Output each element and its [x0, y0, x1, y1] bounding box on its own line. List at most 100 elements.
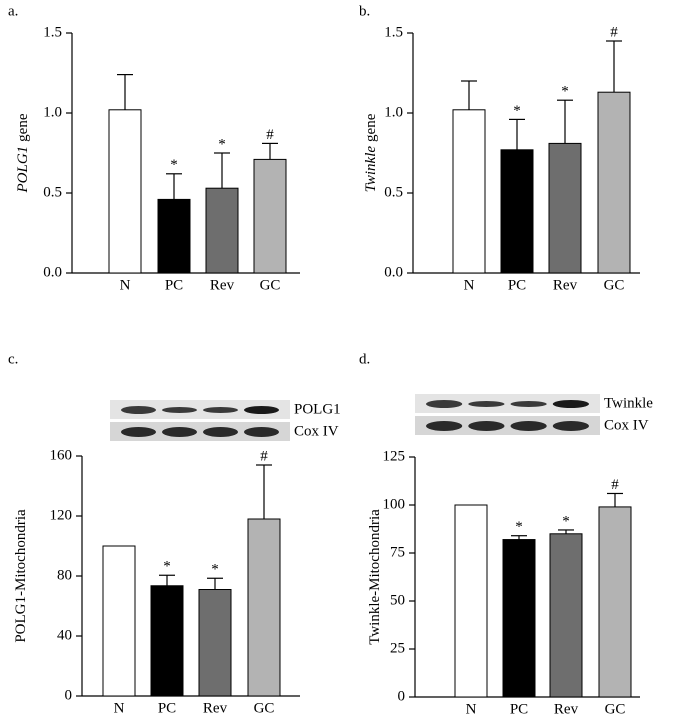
significance-marker: * — [211, 562, 219, 578]
y-tick-label: 125 — [383, 448, 406, 464]
blot-strip — [415, 394, 600, 413]
bar — [597, 91, 631, 274]
y-axis-label-part: Twinkle-Mitochondria — [367, 509, 383, 645]
x-tick-label: Rev — [203, 700, 228, 716]
y-tick-label: 120 — [50, 507, 73, 523]
x-tick-label: Rev — [554, 701, 579, 717]
blot-band — [121, 406, 156, 414]
y-tick-label: 0.0 — [43, 264, 62, 280]
x-tick-label: N — [464, 277, 475, 293]
blot-band — [552, 400, 589, 408]
significance-marker: * — [513, 103, 521, 119]
y-tick-label: 0.0 — [384, 264, 403, 280]
y-tick-label: 0 — [65, 687, 73, 703]
y-axis-label-part: POLG1 — [15, 146, 31, 194]
blot-band — [162, 427, 197, 437]
x-tick-label: N — [120, 277, 131, 293]
bar — [157, 198, 191, 274]
blot-label: POLG1 — [294, 401, 341, 417]
significance-marker: # — [610, 24, 618, 40]
bar — [548, 142, 582, 274]
blot-band — [244, 427, 279, 437]
y-tick-label: 0 — [398, 688, 406, 704]
panel-label: b. — [359, 3, 370, 19]
y-tick-label: 1.5 — [43, 24, 62, 40]
y-tick-label: 50 — [390, 592, 405, 608]
bar — [454, 504, 488, 698]
x-tick-label: PC — [158, 700, 176, 716]
blot-label: Cox IV — [294, 423, 339, 439]
y-tick-label: 1.0 — [43, 104, 62, 120]
bar — [452, 109, 486, 274]
panel-label: a. — [8, 3, 18, 19]
blot-band — [468, 401, 505, 407]
bar — [150, 585, 184, 697]
x-tick-label: GC — [254, 700, 275, 716]
blot-strip — [110, 400, 290, 419]
y-tick-label: 1.5 — [384, 24, 403, 40]
x-tick-label: GC — [260, 277, 281, 293]
blot-band — [426, 421, 463, 431]
blot-band — [552, 421, 589, 431]
y-tick-label: 0.5 — [384, 184, 403, 200]
y-tick-label: 0.5 — [43, 184, 62, 200]
y-axis-label: POLG1-Mitochondria — [13, 509, 29, 643]
y-tick-label: 25 — [390, 640, 405, 656]
y-axis-label-part: Twinkle — [363, 146, 379, 193]
blot-strip — [110, 422, 290, 441]
y-tick-label: 80 — [57, 567, 72, 583]
significance-marker: * — [561, 84, 569, 100]
x-tick-label: N — [466, 701, 477, 717]
blot-band — [121, 427, 156, 437]
blot-band — [203, 407, 238, 413]
significance-marker: * — [218, 136, 226, 152]
x-tick-label: Rev — [210, 277, 235, 293]
bar — [198, 589, 232, 697]
bar — [108, 109, 142, 274]
significance-marker: * — [170, 157, 178, 173]
bar — [500, 149, 534, 274]
y-tick-label: 100 — [383, 496, 406, 512]
y-axis-label-part: gene — [15, 113, 31, 142]
significance-marker: * — [515, 519, 523, 535]
blot-band — [244, 406, 279, 414]
bar — [205, 187, 239, 274]
x-tick-label: Rev — [553, 277, 578, 293]
blot-band — [510, 401, 547, 407]
significance-marker: # — [266, 127, 274, 143]
y-tick-label: 1.0 — [384, 104, 403, 120]
bar — [598, 506, 632, 698]
bar — [247, 518, 281, 697]
y-axis-label-part: gene — [363, 113, 379, 142]
x-tick-label: GC — [604, 277, 625, 293]
blot-band — [162, 407, 197, 413]
significance-marker: # — [260, 448, 268, 464]
bar — [253, 158, 287, 274]
y-tick-label: 75 — [390, 544, 405, 560]
blot-label: Cox IV — [604, 417, 649, 433]
panel-label: d. — [359, 351, 370, 367]
bar — [502, 539, 536, 698]
significance-marker: # — [611, 477, 619, 493]
y-axis-label-part: POLG1-Mitochondria — [13, 509, 29, 643]
x-tick-label: PC — [165, 277, 183, 293]
y-tick-label: 160 — [50, 447, 73, 463]
y-tick-label: 40 — [57, 627, 72, 643]
x-tick-label: GC — [605, 701, 626, 717]
x-tick-label: PC — [508, 277, 526, 293]
blot-label: Twinkle — [604, 395, 653, 411]
significance-marker: * — [163, 559, 171, 575]
blot-band — [203, 427, 238, 437]
y-axis-label: POLG1 gene — [15, 113, 31, 193]
blot-band — [468, 421, 505, 431]
panel-label: c. — [8, 351, 18, 367]
bar — [549, 533, 583, 698]
blot-band — [426, 400, 463, 408]
y-axis-label: Twinkle-Mitochondria — [367, 509, 383, 645]
bar — [102, 545, 136, 697]
significance-marker: * — [562, 513, 570, 529]
y-axis-label: Twinkle gene — [363, 113, 379, 192]
x-tick-label: N — [114, 700, 125, 716]
blot-strip — [415, 416, 600, 435]
